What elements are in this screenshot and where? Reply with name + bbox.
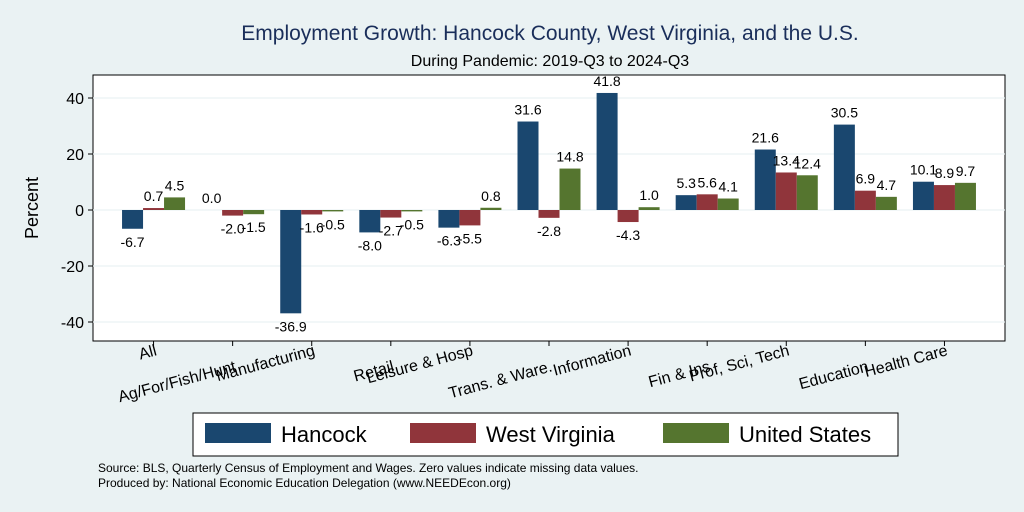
bar-west-virginia xyxy=(933,185,955,210)
bar-west-virginia xyxy=(380,210,402,218)
legend-label: United States xyxy=(739,422,871,447)
x-tick-label: Trans. & Ware. xyxy=(447,358,554,402)
bar-united-states xyxy=(480,207,502,210)
data-label: -0.5 xyxy=(321,216,345,232)
data-label: -4.3 xyxy=(616,227,640,243)
bar-united-states xyxy=(875,196,897,210)
y-tick-label: 20 xyxy=(66,147,84,164)
produced-by-note: Produced by: National Economic Education… xyxy=(98,476,511,490)
data-label: 6.9 xyxy=(856,171,876,187)
y-axis-label: Percent xyxy=(22,177,42,239)
x-tick-label: Information xyxy=(551,342,633,379)
legend: Hancock West Virginia United States xyxy=(192,412,899,457)
chart-title: Employment Growth: Hancock County, West … xyxy=(241,22,858,45)
bar-united-states xyxy=(796,175,818,210)
data-label: -1.6 xyxy=(300,219,324,235)
bar-united-states xyxy=(954,182,976,210)
data-label: 14.8 xyxy=(556,149,583,165)
bar-united-states xyxy=(322,210,344,212)
bar-west-virginia xyxy=(696,194,718,210)
data-label: -2.0 xyxy=(221,221,245,237)
legend-box xyxy=(192,412,899,457)
data-label: -6.7 xyxy=(120,234,144,250)
data-label: 1.0 xyxy=(639,187,659,203)
data-label: 8.9 xyxy=(935,165,955,181)
bar-hancock xyxy=(596,92,618,210)
legend-swatch xyxy=(663,423,729,443)
data-label: -2.8 xyxy=(537,223,561,239)
bar-west-virginia xyxy=(775,172,797,210)
data-label: -5.5 xyxy=(458,230,482,246)
bar-west-virginia xyxy=(459,210,481,226)
source-note: Source: BLS, Quarterly Census of Employm… xyxy=(98,461,638,475)
bar-hancock xyxy=(517,121,539,210)
data-label: -8.0 xyxy=(358,237,382,253)
data-label: 10.1 xyxy=(910,162,937,178)
legend-swatch xyxy=(410,423,476,443)
bar-hancock xyxy=(833,124,855,210)
legend-label: West Virginia xyxy=(486,422,616,447)
data-label: 4.7 xyxy=(877,177,897,193)
data-label: -1.5 xyxy=(242,219,266,235)
legend-label: Hancock xyxy=(281,422,368,447)
bar-hancock xyxy=(359,210,381,233)
data-label: 30.5 xyxy=(831,105,858,121)
x-tick-label: Prof, Sci, Tech xyxy=(688,342,792,385)
data-label: 31.6 xyxy=(514,102,541,118)
data-label: 41.8 xyxy=(593,73,620,89)
data-label: -36.9 xyxy=(275,318,307,334)
bar-west-virginia xyxy=(538,210,560,218)
bar-west-virginia xyxy=(222,210,244,216)
bar-hancock xyxy=(912,181,934,210)
data-label: 21.6 xyxy=(752,130,779,146)
data-label: -6.3 xyxy=(437,233,461,249)
data-label: -0.5 xyxy=(400,216,424,232)
data-labels: -6.7 0.0 -36.9 -8.0 -6.3 31.6 41.8 5.3 21.6 30.5 1… xyxy=(120,73,975,334)
x-tick-label: All xyxy=(137,342,159,363)
bar-united-states xyxy=(638,207,660,210)
bar-hancock xyxy=(675,195,697,210)
bars xyxy=(122,92,976,314)
y-tick-label: 0 xyxy=(75,203,84,220)
y-tick-label: -20 xyxy=(61,259,84,276)
chart-subtitle: During Pandemic: 2019-Q3 to 2024-Q3 xyxy=(411,53,689,70)
bar-west-virginia xyxy=(617,210,639,223)
bar-west-virginia xyxy=(301,210,323,215)
bar-hancock xyxy=(280,210,302,314)
data-label: 13.4 xyxy=(773,152,800,168)
x-tick-label: Education xyxy=(797,358,870,393)
data-label: 4.5 xyxy=(165,177,185,193)
data-label: 0.8 xyxy=(481,188,501,204)
legend-swatch xyxy=(205,423,271,443)
x-tick-label: Health Care xyxy=(863,342,950,381)
data-label: 0.7 xyxy=(144,188,164,204)
bar-united-states xyxy=(401,210,423,212)
y-tick-label: 40 xyxy=(66,91,84,108)
x-tick-label: Manufacturing xyxy=(214,342,316,385)
bar-united-states xyxy=(164,197,186,210)
y-axis: 40 20 0 -20 -40 xyxy=(61,91,93,332)
y-tick-label: -40 xyxy=(61,315,84,332)
data-label: 4.1 xyxy=(718,179,738,195)
bar-west-virginia xyxy=(854,190,876,210)
bar-west-virginia xyxy=(143,208,165,210)
data-label: 12.4 xyxy=(794,155,821,171)
data-label: 5.6 xyxy=(697,174,717,190)
bar-united-states xyxy=(243,210,265,215)
bar-united-states xyxy=(559,168,581,210)
data-label: 0.0 xyxy=(202,190,222,206)
data-label: 5.3 xyxy=(676,175,696,191)
bar-hancock xyxy=(122,210,144,229)
data-label: 9.7 xyxy=(956,163,976,179)
bar-hancock xyxy=(754,149,776,210)
bar-hancock xyxy=(438,210,460,228)
data-label: -2.7 xyxy=(379,223,403,239)
bar-united-states xyxy=(717,198,739,210)
